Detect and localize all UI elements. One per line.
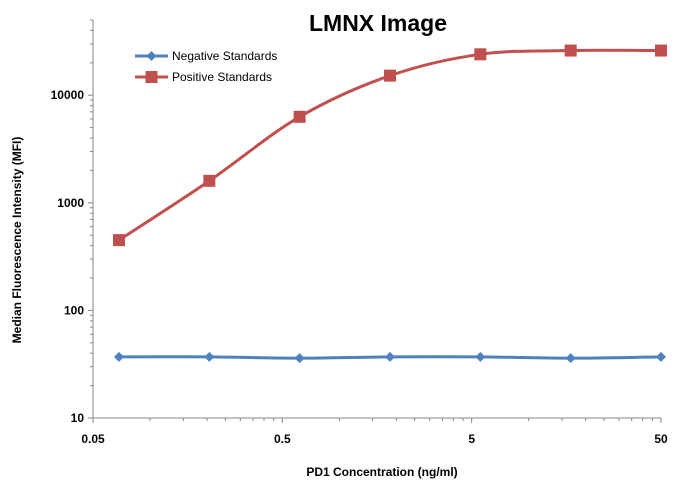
positive-standards-legend-marker — [145, 71, 158, 83]
negative-standards-point — [114, 351, 125, 362]
chart-title: LMNX Image — [309, 10, 447, 36]
positive-standards-point — [113, 234, 126, 247]
positive-standards-point — [474, 48, 487, 61]
positive-standards-point — [564, 44, 577, 57]
legend: Negative Standards Positive Standards — [135, 49, 277, 84]
negative-standards-legend-label: Negative Standards — [172, 49, 277, 63]
y-tick-label: 100 — [64, 303, 84, 317]
negative-standards-point — [565, 353, 576, 364]
x-tick-label: 50 — [654, 432, 668, 446]
positive-standards-point — [655, 44, 667, 57]
plot-area: 10 100 1000 10000 0.05 0.5 5 50 — [51, 19, 668, 446]
negative-standards-point — [294, 353, 305, 364]
negative-standards-legend-marker — [146, 51, 157, 61]
y-axis-label: Median Fluorescence Intensity (MFI) — [10, 137, 24, 344]
x-tick-label: 5 — [468, 432, 475, 446]
negative-standards-point — [204, 351, 215, 362]
negative-standards-point — [656, 351, 666, 362]
x-tick-label: 0.05 — [81, 432, 105, 446]
x-tick-label: 0.5 — [274, 432, 291, 446]
positive-standards-legend-label: Positive Standards — [172, 70, 272, 84]
y-tick-label: 10 — [71, 411, 85, 425]
x-axis-label: PD1 Concentration (ng/ml) — [306, 465, 457, 479]
y-tick-label: 1000 — [57, 196, 84, 210]
positive-standards-point — [203, 174, 216, 187]
y-tick-label: 10000 — [51, 88, 85, 102]
positive-standards-point — [293, 110, 306, 123]
negative-standards-point — [475, 351, 486, 362]
positive-standards-point — [384, 69, 397, 82]
negative-standards-point — [385, 351, 396, 362]
